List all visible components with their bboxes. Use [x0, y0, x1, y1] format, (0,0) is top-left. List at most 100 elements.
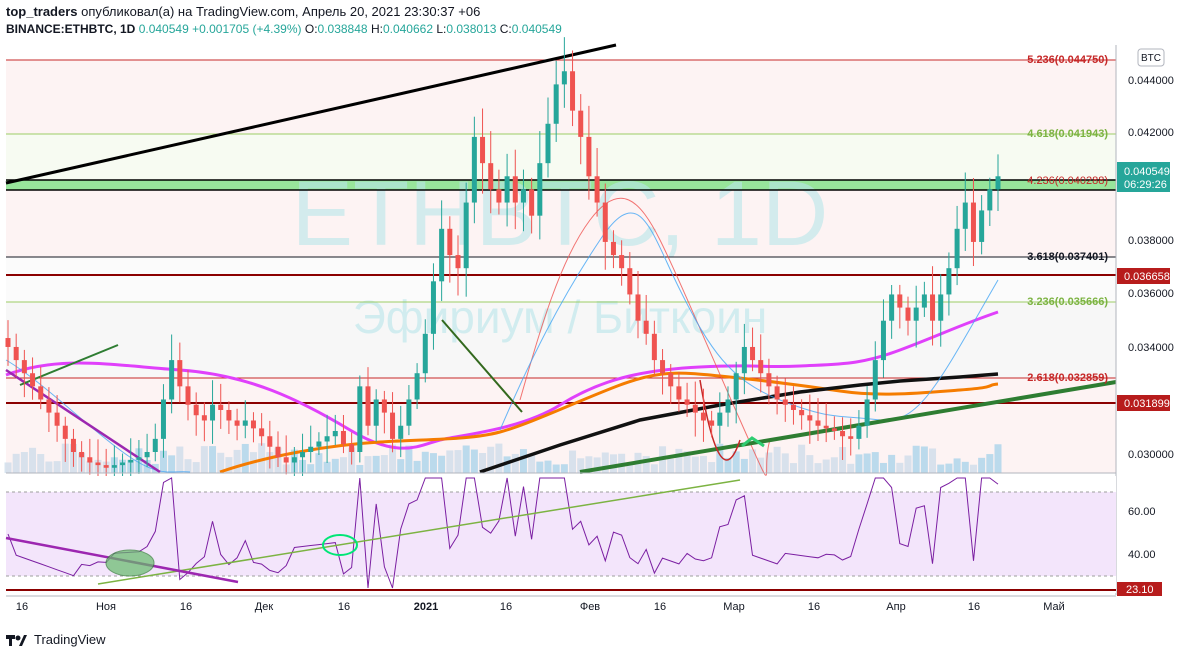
candle-body[interactable]	[897, 294, 903, 308]
candle-body[interactable]	[5, 338, 11, 347]
candle-body[interactable]	[390, 412, 396, 439]
candle-body[interactable]	[480, 136, 486, 164]
candle-body[interactable]	[561, 71, 567, 85]
candle-body[interactable]	[946, 268, 952, 295]
candle-body[interactable]	[823, 425, 829, 429]
candle-body[interactable]	[414, 373, 420, 400]
candle-body[interactable]	[741, 346, 747, 374]
candle-body[interactable]	[13, 346, 19, 361]
candle-body[interactable]	[242, 420, 248, 426]
candle-body[interactable]	[422, 333, 428, 374]
candle-body[interactable]	[651, 333, 657, 361]
candle-body[interactable]	[46, 399, 52, 413]
candle-body[interactable]	[95, 462, 101, 466]
candle-body[interactable]	[185, 386, 191, 405]
candle-body[interactable]	[38, 386, 44, 400]
candle-body[interactable]	[103, 465, 109, 468]
candle-body[interactable]	[291, 457, 297, 463]
candle-body[interactable]	[87, 457, 93, 463]
candle-body[interactable]	[758, 360, 764, 374]
candle-body[interactable]	[848, 436, 854, 439]
candle-body[interactable]	[111, 465, 117, 468]
author-name[interactable]: top_traders	[6, 4, 78, 19]
candle-body[interactable]	[439, 228, 445, 282]
candle-body[interactable]	[529, 189, 535, 216]
candle-body[interactable]	[610, 241, 616, 256]
ma-orange[interactable]	[219, 371, 999, 474]
candle-body[interactable]	[799, 409, 805, 416]
candle-body[interactable]	[226, 409, 232, 421]
candle-body[interactable]	[250, 420, 256, 429]
candle-body[interactable]	[913, 307, 919, 321]
candle-body[interactable]	[790, 404, 796, 410]
candle-body[interactable]	[537, 163, 543, 216]
candle-body[interactable]	[889, 294, 895, 321]
candle-body[interactable]	[160, 399, 166, 439]
candle-body[interactable]	[733, 373, 739, 400]
candle-body[interactable]	[398, 425, 404, 439]
candle-body[interactable]	[635, 294, 641, 321]
candle-body[interactable]	[553, 84, 559, 124]
candle-body[interactable]	[668, 373, 674, 387]
candle-body[interactable]	[905, 307, 911, 321]
candle-body[interactable]	[520, 189, 526, 203]
trendline-upper[interactable]	[5, 43, 617, 185]
candle-body[interactable]	[62, 425, 68, 439]
candle-body[interactable]	[365, 386, 371, 426]
candle-body[interactable]	[70, 438, 76, 452]
candle-body[interactable]	[864, 399, 870, 426]
candle-body[interactable]	[512, 176, 518, 203]
candle-body[interactable]	[283, 457, 289, 463]
candle-body[interactable]	[782, 399, 788, 405]
candle-body[interactable]	[152, 438, 158, 452]
candle-body[interactable]	[455, 255, 461, 269]
tradingview-logo-icon[interactable]	[6, 633, 28, 647]
candle-body[interactable]	[169, 360, 175, 400]
candle-body[interactable]	[766, 373, 772, 387]
candle-body[interactable]	[774, 386, 780, 400]
candle-body[interactable]	[218, 404, 224, 410]
ma-magenta[interactable]	[5, 310, 999, 450]
candle-body[interactable]	[856, 425, 862, 439]
candle-body[interactable]	[570, 71, 576, 111]
candle-body[interactable]	[840, 430, 846, 437]
candle-body[interactable]	[692, 404, 698, 413]
candle-body[interactable]	[120, 462, 126, 466]
candle-body[interactable]	[144, 451, 150, 458]
candle-body[interactable]	[954, 228, 960, 269]
rsi-line[interactable]	[7, 477, 999, 589]
trendline-green-down[interactable]	[441, 319, 523, 413]
candle-body[interactable]	[373, 399, 379, 426]
candle-body[interactable]	[349, 444, 355, 452]
candle-body[interactable]	[619, 255, 625, 269]
tradingview-brand[interactable]: TradingView	[34, 632, 106, 647]
candle-body[interactable]	[504, 176, 510, 203]
candle-body[interactable]	[872, 360, 878, 400]
currency-badge[interactable]	[1137, 48, 1165, 67]
candle-body[interactable]	[136, 457, 142, 460]
candle-body[interactable]	[54, 412, 60, 426]
level-tag-2[interactable]	[1117, 395, 1170, 411]
candle-body[interactable]	[807, 415, 813, 421]
trendline-purple[interactable]	[5, 368, 161, 474]
candle-body[interactable]	[545, 123, 551, 164]
candle-body[interactable]	[979, 210, 985, 242]
candle-body[interactable]	[234, 420, 240, 426]
candle-body[interactable]	[267, 436, 273, 447]
candle-body[interactable]	[643, 320, 649, 334]
candle-body[interactable]	[430, 281, 436, 334]
candle-body[interactable]	[357, 386, 363, 452]
candle-body[interactable]	[463, 202, 469, 269]
candle-body[interactable]	[987, 189, 993, 211]
candle-body[interactable]	[471, 136, 477, 203]
candle-body[interactable]	[308, 446, 314, 452]
candle-body[interactable]	[602, 202, 608, 242]
level-tag-1[interactable]	[1117, 268, 1170, 284]
resistance-zone[interactable]	[6, 180, 1116, 190]
last-price-tag[interactable]	[1117, 162, 1170, 192]
candle-body[interactable]	[30, 373, 36, 387]
candle-body[interactable]	[496, 189, 502, 203]
candles[interactable]	[5, 37, 1001, 488]
candle-body[interactable]	[128, 459, 134, 463]
